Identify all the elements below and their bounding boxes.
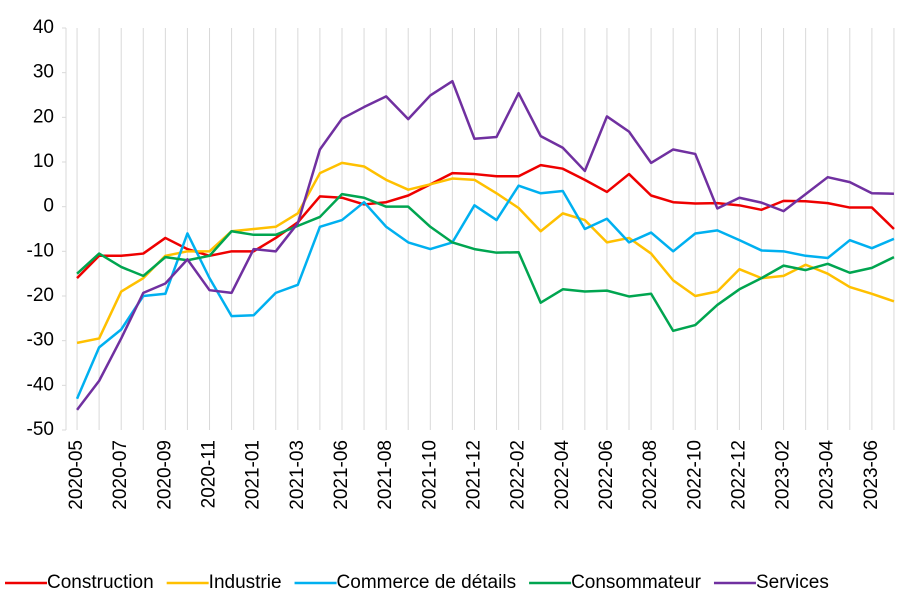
series-line xyxy=(76,79,894,411)
y-tick-label: 10 xyxy=(33,151,54,172)
x-tick-label: 2020-05 xyxy=(66,440,87,510)
y-tick-label: 0 xyxy=(43,196,54,217)
x-tick-label: 2021-06 xyxy=(331,440,352,510)
x-tick-label: 2022-12 xyxy=(728,440,749,510)
x-tick-label: 2023-02 xyxy=(773,440,794,510)
x-tick-label: 2022-08 xyxy=(640,440,661,510)
series-line xyxy=(75,184,895,400)
series-line xyxy=(76,192,895,333)
y-tick-label: -50 xyxy=(27,419,54,440)
x-tick-label: 2022-06 xyxy=(596,440,617,510)
x-tick-label: 2021-10 xyxy=(419,440,440,510)
legend-label: Services xyxy=(756,572,829,593)
y-tick-label: 40 xyxy=(33,17,54,38)
y-tick-label: -20 xyxy=(27,285,54,306)
y-tick-label: -10 xyxy=(27,240,54,261)
series-line xyxy=(76,163,895,280)
x-tick-label: 2021-01 xyxy=(243,440,264,510)
x-tick-label: 2020-07 xyxy=(110,440,131,510)
y-tick-label: -40 xyxy=(27,374,54,395)
legend-label: Construction xyxy=(47,572,154,593)
series-line xyxy=(76,161,895,345)
x-tick-label: 2021-03 xyxy=(287,440,308,510)
legend-label: Commerce de détails xyxy=(337,572,517,593)
x-tick-label: 2021-12 xyxy=(463,440,484,510)
y-tick-label: 20 xyxy=(33,106,54,127)
x-tick-label: 2022-02 xyxy=(508,440,529,510)
x-tick-label: 2020-11 xyxy=(199,440,220,508)
x-tick-label: 2022-10 xyxy=(684,440,705,510)
x-tick-label: 2020-09 xyxy=(154,440,175,510)
x-tick-label: 2023-04 xyxy=(817,440,838,510)
x-tick-label: 2022-04 xyxy=(552,440,573,510)
y-tick-label: -30 xyxy=(27,330,54,351)
x-tick-label: 2021-08 xyxy=(375,440,396,510)
y-tick-label: 30 xyxy=(33,62,54,83)
legend-label: Consommateur xyxy=(571,572,702,593)
x-tick-label: 2023-06 xyxy=(861,440,882,510)
legend-label: Industrie xyxy=(209,572,282,593)
